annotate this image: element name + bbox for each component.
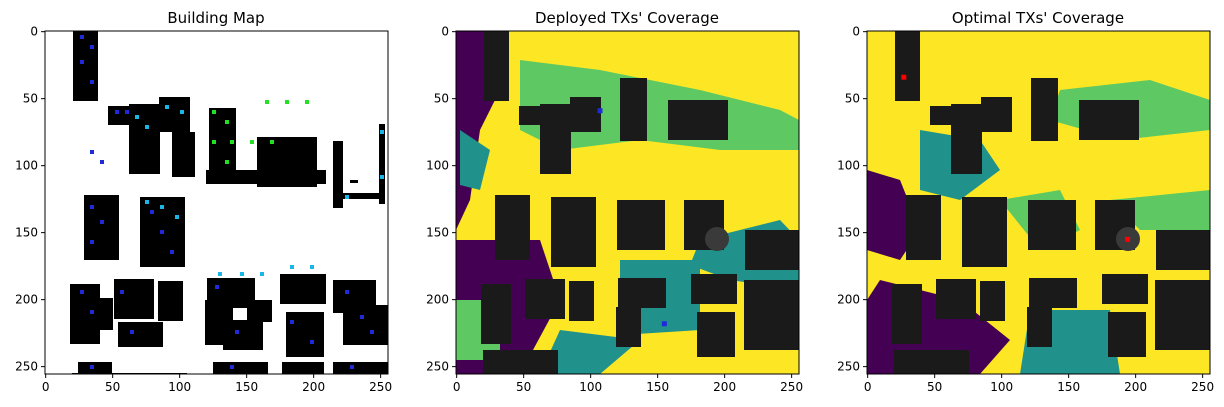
y-tick-label: 250: [426, 360, 449, 374]
tx-marker: [597, 108, 603, 114]
y-tick-label: 250: [15, 360, 38, 374]
x-tick-label: 250: [780, 380, 803, 394]
panel-title-deployed-coverage: Deployed TXs' Coverage: [535, 9, 719, 27]
coverage-buildings: [481, 31, 799, 374]
x-tick-label: 150: [1057, 380, 1080, 394]
panel-optimal-coverage: Optimal TXs' Coverage: [837, 9, 1214, 394]
y-tick-label: 200: [426, 293, 449, 307]
x-tick-label: 250: [369, 380, 392, 394]
x-axis-1: 0 50 100 150 200 250: [42, 374, 392, 394]
y-tick-label: 200: [837, 293, 860, 307]
tx-marker: [901, 74, 907, 80]
panel-deployed-coverage: Deployed TXs' Coverage: [426, 9, 803, 394]
x-axis-2: 0 50 100 150 200 250: [453, 374, 803, 394]
x-tick-label: 100: [168, 380, 191, 394]
x-tick-label: 150: [235, 380, 258, 394]
x-tick-label: 0: [453, 380, 461, 394]
x-tick-label: 150: [646, 380, 669, 394]
x-tick-label: 50: [105, 380, 120, 394]
y-axis-2: 0 50 100 150 200 250: [426, 25, 456, 374]
y-tick-label: 150: [15, 226, 38, 240]
y-tick-label: 0: [441, 25, 449, 39]
x-tick-label: 100: [579, 380, 602, 394]
x-tick-label: 100: [990, 380, 1013, 394]
x-tick-label: 250: [1191, 380, 1214, 394]
tx-marker: [661, 321, 667, 327]
markers-blue: [80, 35, 374, 369]
y-tick-label: 50: [434, 92, 449, 106]
y-tick-label: 100: [15, 159, 38, 173]
y-tick-label: 50: [23, 92, 38, 106]
x-tick-label: 200: [1124, 380, 1147, 394]
panel-title-optimal-coverage: Optimal TXs' Coverage: [952, 9, 1124, 27]
optimal-tx-markers: [901, 74, 1131, 242]
x-tick-label: 200: [713, 380, 736, 394]
y-tick-label: 100: [426, 159, 449, 173]
panel-title-building-map: Building Map: [167, 9, 264, 27]
markers-cyan: [135, 105, 384, 276]
deployed-tx-markers: [597, 108, 667, 327]
tx-marker: [1125, 236, 1131, 242]
y-tick-label: 150: [837, 226, 860, 240]
x-axis-3: 0 50 100 150 200 250: [864, 374, 1214, 394]
coverage-buildings-optimal: [892, 31, 1210, 374]
y-tick-label: 100: [837, 159, 860, 173]
y-axis-1: 0 50 100 150 200 250: [15, 25, 45, 374]
y-axis-3: 0 50 100 150 200 250: [837, 25, 867, 374]
x-tick-label: 0: [864, 380, 872, 394]
x-tick-label: 50: [516, 380, 531, 394]
y-tick-label: 250: [837, 360, 860, 374]
y-tick-label: 150: [426, 226, 449, 240]
panel-building-map: Building Map: [15, 9, 392, 394]
x-tick-label: 0: [42, 380, 50, 394]
x-tick-label: 50: [927, 380, 942, 394]
y-tick-label: 0: [852, 25, 860, 39]
markers-green: [212, 100, 309, 164]
y-tick-label: 50: [845, 92, 860, 106]
buildings-layer: [70, 31, 388, 374]
y-tick-label: 0: [30, 25, 38, 39]
x-tick-label: 200: [302, 380, 325, 394]
y-tick-label: 200: [15, 293, 38, 307]
